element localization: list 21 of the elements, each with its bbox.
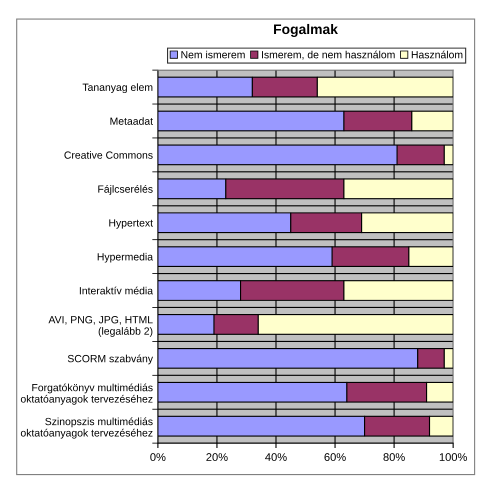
y-tick-label: Interaktív média [80,286,154,294]
y-tick-label: Tananyag elem [82,83,152,94]
y-tick-label: Fájlcserélés [98,184,153,195]
x-tick-label: 80% [383,453,405,462]
x-tick-label: 40% [265,453,287,462]
x-tick-label: 100% [440,453,467,462]
x-tick-label: 20% [206,453,228,462]
y-tick-label: Szinopszis multimédiás oktatóanyagok tervezéséhez [20,417,153,439]
y-tick-label: Forgatókönyv multimédiás oktatóanyagok tervezéséhez [20,384,153,405]
x-tick-label: 60% [324,453,346,462]
legend-label: Ismerem, de nem használom [262,50,395,60]
y-tick-label: Metaadat [110,117,153,125]
y-tick-label: SCORM szabvány [68,354,154,364]
legend-label: Használom [412,50,462,58]
y-tick-label: Creative Commons [64,151,153,159]
y-tick-label: AVI, PNG, JPG, HTML (legalább 2) [48,316,153,337]
chart-title: Fogalmak [274,24,338,37]
y-tick-label: Hypermedia [98,252,154,263]
x-tick-label: 0% [150,453,166,462]
legend-label: Nem ismerem [181,50,245,58]
y-tick-label: Hypertext [109,219,153,229]
